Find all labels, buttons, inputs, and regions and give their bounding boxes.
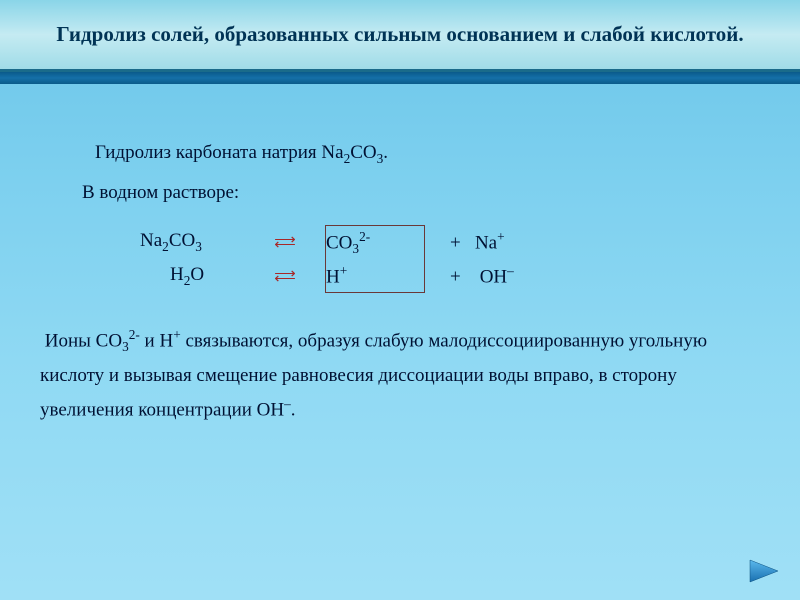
sub-intro-text: В водном растворе:	[82, 179, 760, 208]
title-bar: Гидролиз солей, образованных сильным осн…	[0, 0, 800, 72]
eq-right-column: + Na+ + OH–	[450, 225, 514, 293]
equilibrium-arrows-2: ⟶⟵	[274, 270, 296, 283]
boxed-ion-2: H+	[326, 261, 424, 292]
eq-reactant-1: Na2CO3	[140, 227, 250, 257]
intro-text: Гидролиз карбоната натрия Na2CO3.	[95, 139, 760, 169]
next-arrow-icon[interactable]	[748, 556, 782, 586]
content-area: Гидролиз карбоната натрия Na2CO3. В водн…	[0, 84, 800, 446]
boxed-ion-1: CO32-	[326, 227, 424, 259]
divider	[0, 72, 800, 84]
boxed-ions: CO32- H+	[325, 225, 425, 293]
explanation-text: Ионы CO32- и H+ связываются, образуя сла…	[40, 323, 760, 426]
eq-left-column: Na2CO3 H2O	[140, 225, 250, 293]
eq-product-1: + Na+	[450, 227, 514, 258]
equilibrium-arrows-1: ⟶⟵	[274, 236, 296, 249]
equation-block: Na2CO3 H2O ⟶⟵ ⟶⟵ CO32- H+ + Na+ + OH–	[140, 225, 760, 293]
eq-reactant-2: H2O	[140, 261, 250, 291]
eq-product-2: + OH–	[450, 261, 514, 292]
page-title: Гидролиз солей, образованных сильным осн…	[56, 21, 743, 48]
eq-arrows-column: ⟶⟵ ⟶⟵	[250, 225, 320, 293]
